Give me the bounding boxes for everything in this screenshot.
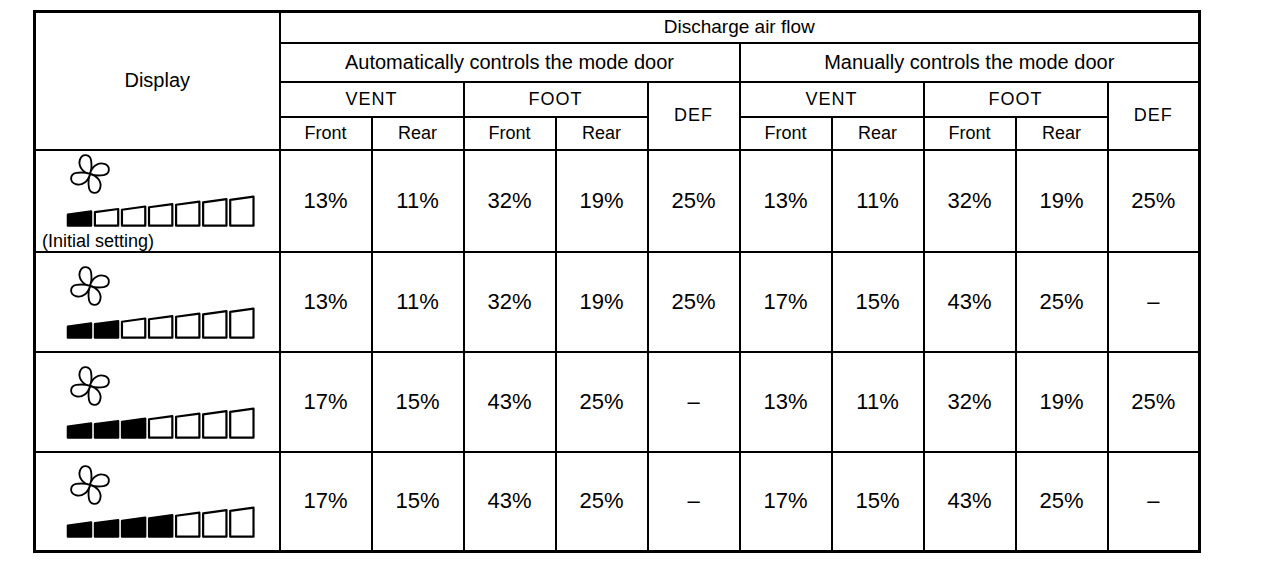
- fan-speed-bars: [66, 504, 258, 540]
- manual-foot-front-value: 43%: [924, 452, 1016, 552]
- auto-vent-rear-value: 11%: [372, 252, 464, 352]
- group-header-manual: Manually controls the mode door: [740, 43, 1200, 82]
- fan-icon: [66, 363, 114, 409]
- manual-foot-front-value: 32%: [924, 352, 1016, 452]
- manual-foot-rear-value: 25%: [1016, 452, 1108, 552]
- auto-def-value: –: [648, 452, 740, 552]
- auto-foot-rear-value: 25%: [556, 452, 648, 552]
- auto-foot-front-value: 32%: [464, 150, 556, 252]
- manual-def-value: 25%: [1108, 150, 1200, 252]
- fan-icon: [66, 263, 114, 309]
- group-header-automatic: Automatically controls the mode door: [280, 43, 740, 82]
- auto-vent-front-value: 17%: [280, 452, 372, 552]
- manual-foot-front-value: 32%: [924, 150, 1016, 252]
- fan-display-cell: (Initial setting): [35, 150, 280, 252]
- auto-def-value: –: [648, 352, 740, 452]
- manual-def-value: 25%: [1108, 352, 1200, 452]
- manual-vent-front-value: 17%: [740, 252, 832, 352]
- auto-foot-rear-header: Rear: [556, 117, 648, 150]
- manual-vent-front-value: 17%: [740, 452, 832, 552]
- display-column-header: Display: [35, 12, 280, 150]
- auto-vent-front-value: 13%: [280, 252, 372, 352]
- manual-vent-rear-value: 11%: [832, 352, 924, 452]
- manual-foot-front-header: Front: [924, 117, 1016, 150]
- auto-foot-rear-value: 25%: [556, 352, 648, 452]
- auto-foot-front-header: Front: [464, 117, 556, 150]
- auto-vent-rear-header: Rear: [372, 117, 464, 150]
- auto-def-value: 25%: [648, 150, 740, 252]
- auto-vent-front-value: 13%: [280, 150, 372, 252]
- table-row: (Initial setting) 13% 11% 32% 19% 25% 13…: [35, 150, 1200, 252]
- auto-def-value: 25%: [648, 252, 740, 352]
- discharge-airflow-table: Display Discharge air flow Automatically…: [33, 10, 1201, 553]
- manual-def-value: –: [1108, 252, 1200, 352]
- auto-vent-front-value: 17%: [280, 352, 372, 452]
- table-row: 17% 15% 43% 25% – 13% 11% 32% 19% 25%: [35, 352, 1200, 452]
- manual-foot-front-value: 43%: [924, 252, 1016, 352]
- auto-vent-front-header: Front: [280, 117, 372, 150]
- table-title: Discharge air flow: [280, 12, 1200, 43]
- auto-vent-rear-value: 15%: [372, 352, 464, 452]
- manual-vent-front-header: Front: [740, 117, 832, 150]
- manual-vent-rear-value: 15%: [832, 252, 924, 352]
- auto-vent-header: VENT: [280, 82, 464, 117]
- auto-foot-front-value: 32%: [464, 252, 556, 352]
- fan-speed-bars: [66, 305, 258, 341]
- manual-foot-rear-value: 25%: [1016, 252, 1108, 352]
- fan-icon: [66, 462, 114, 508]
- fan-speed-bars: [66, 193, 258, 229]
- manual-foot-rear-header: Rear: [1016, 117, 1108, 150]
- manual-def-value: –: [1108, 452, 1200, 552]
- manual-vent-front-value: 13%: [740, 352, 832, 452]
- auto-foot-front-value: 43%: [464, 452, 556, 552]
- initial-setting-label: (Initial setting): [42, 231, 154, 251]
- auto-foot-front-value: 43%: [464, 352, 556, 452]
- manual-def-header: DEF: [1108, 82, 1200, 150]
- manual-vent-rear-value: 11%: [832, 150, 924, 252]
- auto-foot-rear-value: 19%: [556, 150, 648, 252]
- airflow-table-container: Display Discharge air flow Automatically…: [33, 10, 1201, 553]
- manual-vent-rear-header: Rear: [832, 117, 924, 150]
- manual-vent-front-value: 13%: [740, 150, 832, 252]
- auto-vent-rear-value: 15%: [372, 452, 464, 552]
- auto-foot-rear-value: 19%: [556, 252, 648, 352]
- auto-def-header: DEF: [648, 82, 740, 150]
- manual-foot-header: FOOT: [924, 82, 1108, 117]
- fan-speed-bars: [66, 405, 258, 441]
- auto-foot-header: FOOT: [464, 82, 648, 117]
- fan-icon: [66, 151, 114, 197]
- auto-vent-rear-value: 11%: [372, 150, 464, 252]
- fan-display-cell: [35, 352, 280, 452]
- manual-foot-rear-value: 19%: [1016, 352, 1108, 452]
- fan-display-cell: [35, 252, 280, 352]
- fan-display-cell: [35, 452, 280, 552]
- manual-vent-header: VENT: [740, 82, 924, 117]
- manual-vent-rear-value: 15%: [832, 452, 924, 552]
- table-row: 17% 15% 43% 25% – 17% 15% 43% 25% –: [35, 452, 1200, 552]
- table-row: 13% 11% 32% 19% 25% 17% 15% 43% 25% –: [35, 252, 1200, 352]
- manual-foot-rear-value: 19%: [1016, 150, 1108, 252]
